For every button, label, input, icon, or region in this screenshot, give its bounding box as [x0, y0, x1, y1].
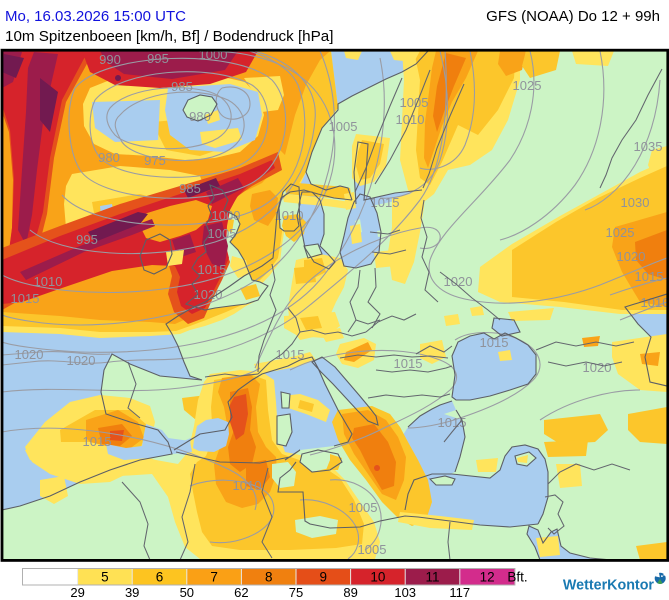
svg-text:1015: 1015	[438, 415, 467, 430]
svg-text:Bft.: Bft.	[507, 570, 527, 585]
svg-text:6: 6	[156, 570, 164, 585]
svg-text:1010: 1010	[275, 208, 304, 223]
svg-text:1020: 1020	[194, 287, 223, 302]
svg-text:12: 12	[480, 570, 495, 585]
svg-text:1020: 1020	[444, 274, 473, 289]
svg-text:GFS (NOAA) Do 12 + 99h: GFS (NOAA) Do 12 + 99h	[486, 8, 660, 25]
svg-text:WetterKontor: WetterKontor	[563, 578, 655, 594]
svg-text:89: 89	[343, 585, 357, 600]
svg-text:985: 985	[179, 181, 201, 196]
svg-text:1005: 1005	[329, 119, 358, 134]
svg-text:10: 10	[370, 570, 385, 585]
svg-text:5: 5	[101, 570, 109, 585]
svg-text:1005: 1005	[358, 542, 387, 557]
svg-text:1020: 1020	[67, 353, 96, 368]
svg-text:1000: 1000	[212, 208, 241, 223]
svg-text:1015: 1015	[635, 269, 664, 284]
svg-text:1005: 1005	[208, 226, 237, 241]
svg-text:995: 995	[76, 232, 98, 247]
svg-text:1015: 1015	[11, 291, 40, 306]
svg-text:8: 8	[265, 570, 273, 585]
svg-text:1015: 1015	[198, 262, 227, 277]
svg-text:1035: 1035	[634, 139, 663, 154]
svg-text:1000: 1000	[199, 47, 228, 62]
svg-text:985: 985	[171, 79, 193, 94]
svg-text:Mo, 16.03.2026 15:00 UTC: Mo, 16.03.2026 15:00 UTC	[5, 8, 186, 25]
svg-text:1030: 1030	[621, 195, 650, 210]
svg-text:50: 50	[180, 585, 194, 600]
svg-text:1020: 1020	[617, 249, 646, 264]
svg-text:29: 29	[70, 585, 84, 600]
svg-text:9: 9	[320, 570, 328, 585]
svg-text:1005: 1005	[349, 500, 378, 515]
svg-text:980: 980	[98, 150, 120, 165]
svg-text:1020: 1020	[15, 347, 44, 362]
svg-text:1010: 1010	[641, 295, 669, 310]
svg-text:975: 975	[144, 153, 166, 168]
svg-text:1020: 1020	[583, 360, 612, 375]
svg-text:1025: 1025	[513, 78, 542, 93]
svg-text:1015: 1015	[371, 195, 400, 210]
svg-text:7: 7	[210, 570, 218, 585]
svg-text:62: 62	[234, 585, 248, 600]
svg-text:995: 995	[147, 51, 169, 66]
svg-text:10m Spitzenboeen [km/h, Bf] /: 10m Spitzenboeen [km/h, Bf] / Bodendruck…	[5, 28, 333, 45]
svg-text:990: 990	[99, 52, 121, 67]
svg-text:117: 117	[449, 585, 470, 600]
svg-text:1015: 1015	[480, 335, 509, 350]
svg-text:11: 11	[425, 570, 439, 585]
svg-text:1015: 1015	[276, 347, 305, 362]
svg-text:1025: 1025	[606, 225, 635, 240]
svg-text:1010: 1010	[34, 274, 63, 289]
svg-text:1015: 1015	[394, 356, 423, 371]
svg-text:1015: 1015	[83, 434, 112, 449]
svg-text:39: 39	[125, 585, 139, 600]
svg-text:75: 75	[289, 585, 303, 600]
svg-text:103: 103	[394, 585, 416, 600]
svg-text:1010: 1010	[233, 478, 262, 493]
svg-text:1005: 1005	[400, 95, 429, 110]
